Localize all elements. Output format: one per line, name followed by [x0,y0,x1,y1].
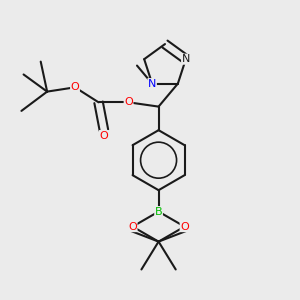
Text: O: O [180,222,189,232]
Text: O: O [100,130,108,140]
Text: B: B [155,207,162,217]
Text: O: O [70,82,80,92]
Text: O: O [128,222,137,232]
Text: O: O [124,97,133,107]
Text: N: N [148,79,156,88]
Text: N: N [182,54,190,64]
